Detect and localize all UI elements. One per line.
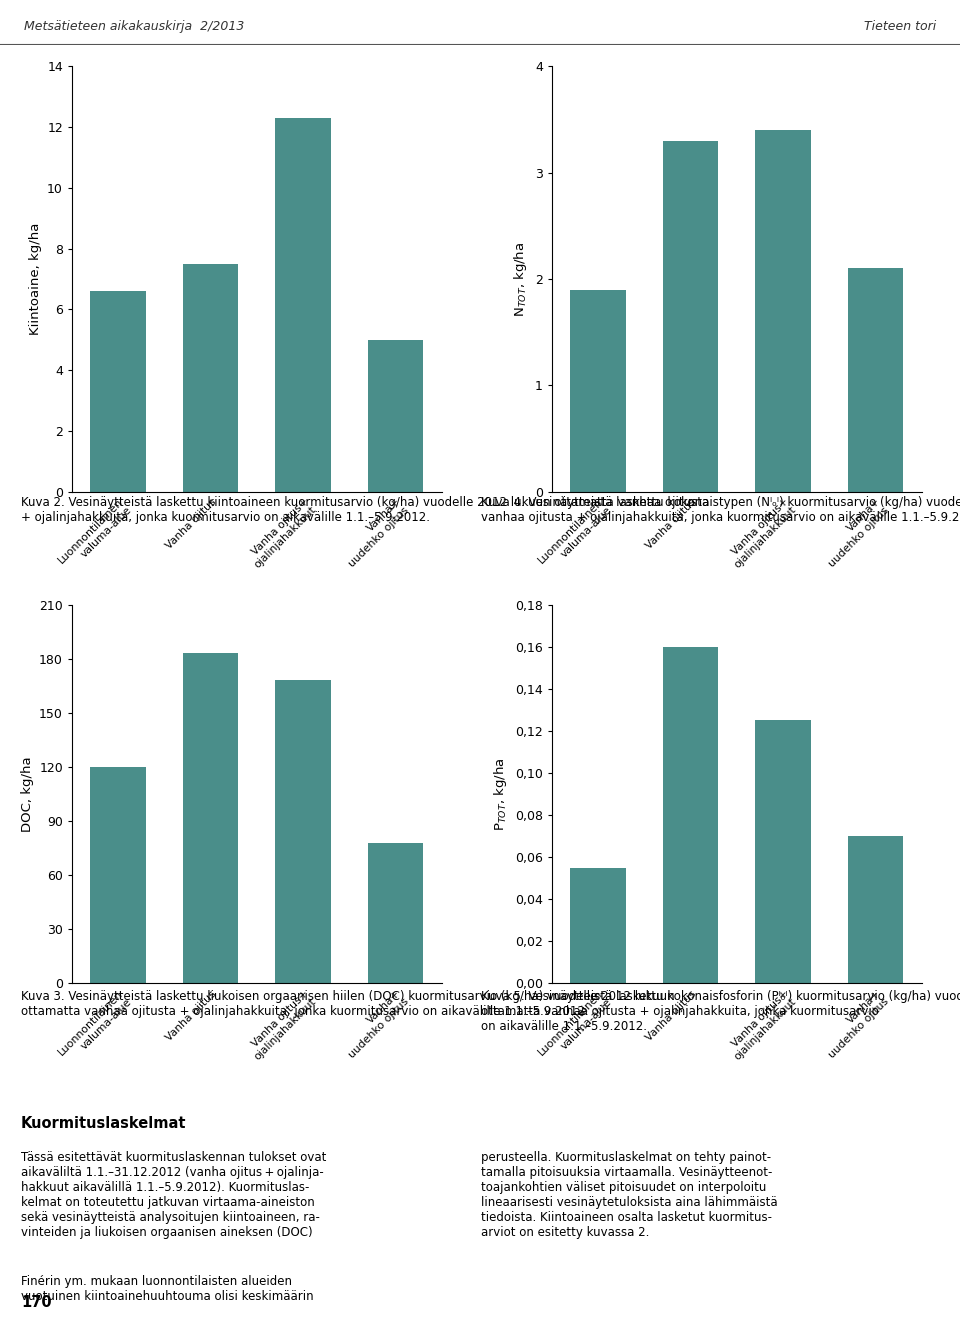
Bar [570, 868, 626, 983]
Bar [368, 340, 423, 492]
Text: Kuva 4. Vesinäytteistä laskettu kokonaistypen (Nᴵₒᴵ) kuormitusarvio (kg/ha) vuod: Kuva 4. Vesinäytteistä laskettu kokonais… [481, 496, 960, 524]
Bar [90, 767, 146, 983]
Bar [662, 647, 718, 983]
Text: Metsätieteen aikakauskirja  2/2013: Metsätieteen aikakauskirja 2/2013 [24, 20, 245, 33]
Text: 170: 170 [21, 1294, 52, 1310]
Bar [848, 836, 903, 983]
Bar [90, 291, 146, 492]
Bar [756, 720, 810, 983]
Text: Kuva 3. Vesinäytteistä laskettu liukoisen orgaanisen hiilen (DOC) kuormitusarvio: Kuva 3. Vesinäytteistä laskettu liukoise… [21, 990, 675, 1018]
Bar [848, 268, 903, 492]
Text: Finérin ym. mukaan luonnontilaisten alueiden
vuotuinen kiintoainehuuhtouma olisi: Finérin ym. mukaan luonnontilaisten alue… [21, 1276, 314, 1304]
Bar [276, 680, 330, 983]
Y-axis label: N$_{TOT}$, kg/ha: N$_{TOT}$, kg/ha [513, 242, 529, 316]
Bar [570, 290, 626, 492]
Text: Kuva 5. Vesinäytteistä laskettu kokonaisfosforin (Pᴵₒᴵ) kuormitusarvio (kg/ha) v: Kuva 5. Vesinäytteistä laskettu kokonais… [481, 990, 960, 1033]
Y-axis label: DOC, kg/ha: DOC, kg/ha [20, 756, 34, 832]
Bar [662, 141, 718, 492]
Bar [276, 118, 330, 492]
Bar [182, 264, 238, 492]
Text: Kuva 2. Vesinäytteistä laskettu kiintoaineen kuormitusarvio (kg/ha) vuodelle 201: Kuva 2. Vesinäytteistä laskettu kiintoai… [21, 496, 709, 524]
Text: Tieteen tori: Tieteen tori [864, 20, 936, 33]
Y-axis label: P$_{TOT}$, kg/ha: P$_{TOT}$, kg/ha [492, 758, 510, 831]
Text: Tässä esitettävät kuormituslaskennan tulokset ovat
aikaväliltä 1.1.–31.12.2012 (: Tässä esitettävät kuormituslaskennan tul… [21, 1151, 326, 1239]
Bar [368, 843, 423, 983]
Bar [182, 654, 238, 983]
Bar [756, 130, 810, 492]
Y-axis label: Kiintoaine, kg/ha: Kiintoaine, kg/ha [29, 223, 41, 335]
Text: perusteella. Kuormituslaskelmat on tehty painot-
tamalla pitoisuuksia virtaamall: perusteella. Kuormituslaskelmat on tehty… [481, 1151, 778, 1239]
Text: Kuormituslaskelmat: Kuormituslaskelmat [21, 1116, 186, 1131]
